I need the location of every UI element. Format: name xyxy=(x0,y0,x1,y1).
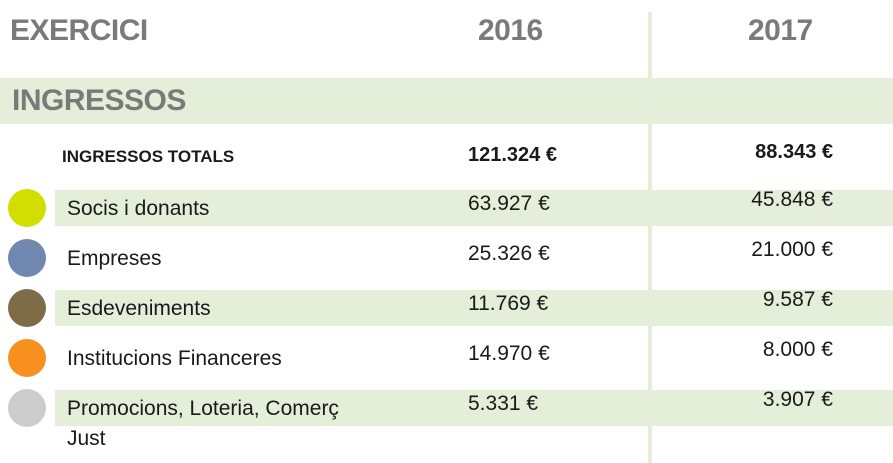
row-label: Esdeveniments xyxy=(67,297,211,320)
total-value: 121.324 € xyxy=(468,144,557,166)
section-band xyxy=(0,78,893,124)
row-band xyxy=(55,290,893,326)
value-2016: 63.927 € xyxy=(468,192,550,215)
row-band xyxy=(55,390,893,426)
row-band xyxy=(55,190,893,226)
value-2017: 21.000 € xyxy=(751,238,833,261)
legend-dot xyxy=(8,239,46,277)
value-2016: 25.326 € xyxy=(468,242,550,265)
column-divider xyxy=(648,12,652,463)
value-2016: 14.970 € xyxy=(468,342,550,365)
value-2016: 11.769 € xyxy=(468,292,549,315)
value-2017: 3.907 € xyxy=(762,388,833,411)
row-label: Institucions Financeres xyxy=(67,347,282,370)
value-2017: 45.848 € xyxy=(751,188,833,211)
legend-dot xyxy=(8,189,46,227)
value-2017: 9.587 € xyxy=(762,288,833,311)
row-label: Empreses xyxy=(67,247,162,270)
year-header: 2016 xyxy=(478,14,543,47)
row-label: Socis i donants xyxy=(67,197,210,220)
section-title: INGRESSOS xyxy=(12,84,186,117)
legend-dot xyxy=(8,339,46,377)
row-label: Promocions, Loteria, Comerç Just xyxy=(67,397,339,450)
legend-dot xyxy=(8,289,46,327)
value-2017: 8.000 € xyxy=(762,338,833,361)
total-value: 88.343 € xyxy=(755,141,833,163)
year-header: 2017 xyxy=(748,14,813,47)
legend-dot xyxy=(8,389,46,427)
totals-label: INGRESSOS TOTALS xyxy=(62,147,235,166)
header-title: EXERCICI xyxy=(10,14,148,47)
value-2016: 5.331 € xyxy=(468,392,539,415)
